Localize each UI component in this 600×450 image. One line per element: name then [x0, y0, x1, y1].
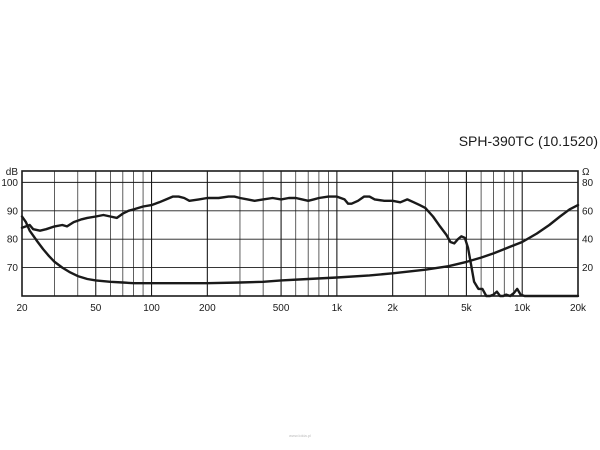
- x-tick-label: 20: [16, 303, 28, 314]
- y-right-tick-label: 80: [582, 178, 594, 189]
- plot-frame: [21, 170, 579, 297]
- x-tick-labels: 20 50 100 200 500 1k 2k 5k 10k 20k: [16, 303, 587, 314]
- spl-curve: [20, 195, 580, 298]
- minor-gridlines: [54, 171, 515, 296]
- y-right-tick-label: 60: [582, 206, 594, 217]
- x-tick-label: 1k: [332, 303, 344, 314]
- x-tick-label: 2k: [387, 303, 399, 314]
- x-tick-label: 500: [273, 303, 290, 314]
- x-tick-label: 5k: [461, 303, 473, 314]
- watermark: www.lokia.pl: [288, 433, 311, 438]
- y-left-tick-labels: 70 80 90 100: [1, 178, 18, 274]
- y-left-unit: dB: [6, 167, 19, 178]
- curves: [20, 195, 580, 298]
- x-tick-label: 20k: [570, 303, 587, 314]
- major-gridlines: [22, 171, 578, 296]
- x-tick-label: 10k: [514, 303, 531, 314]
- y-right-unit: Ω: [582, 167, 590, 178]
- y-right-tick-labels: 20 40 60 80: [582, 178, 594, 274]
- x-tick-label: 100: [143, 303, 160, 314]
- y-left-tick-label: 80: [7, 235, 19, 246]
- y-right-tick-label: 40: [582, 235, 594, 246]
- y-left-tick-label: 90: [7, 206, 19, 217]
- y-left-tick-label: 70: [7, 263, 19, 274]
- impedance-curve: [20, 203, 580, 285]
- x-tick-label: 50: [90, 303, 102, 314]
- y-right-tick-label: 20: [582, 263, 594, 274]
- x-tick-label: 200: [199, 303, 216, 314]
- y-left-tick-label: 100: [1, 178, 18, 189]
- chart-title: SPH-390TC (10.1520): [458, 133, 598, 149]
